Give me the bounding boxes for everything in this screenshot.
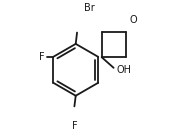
Text: F: F (72, 121, 78, 131)
Text: OH: OH (116, 65, 131, 75)
Text: F: F (39, 52, 45, 62)
Text: O: O (129, 15, 137, 25)
Text: Br: Br (84, 3, 95, 13)
